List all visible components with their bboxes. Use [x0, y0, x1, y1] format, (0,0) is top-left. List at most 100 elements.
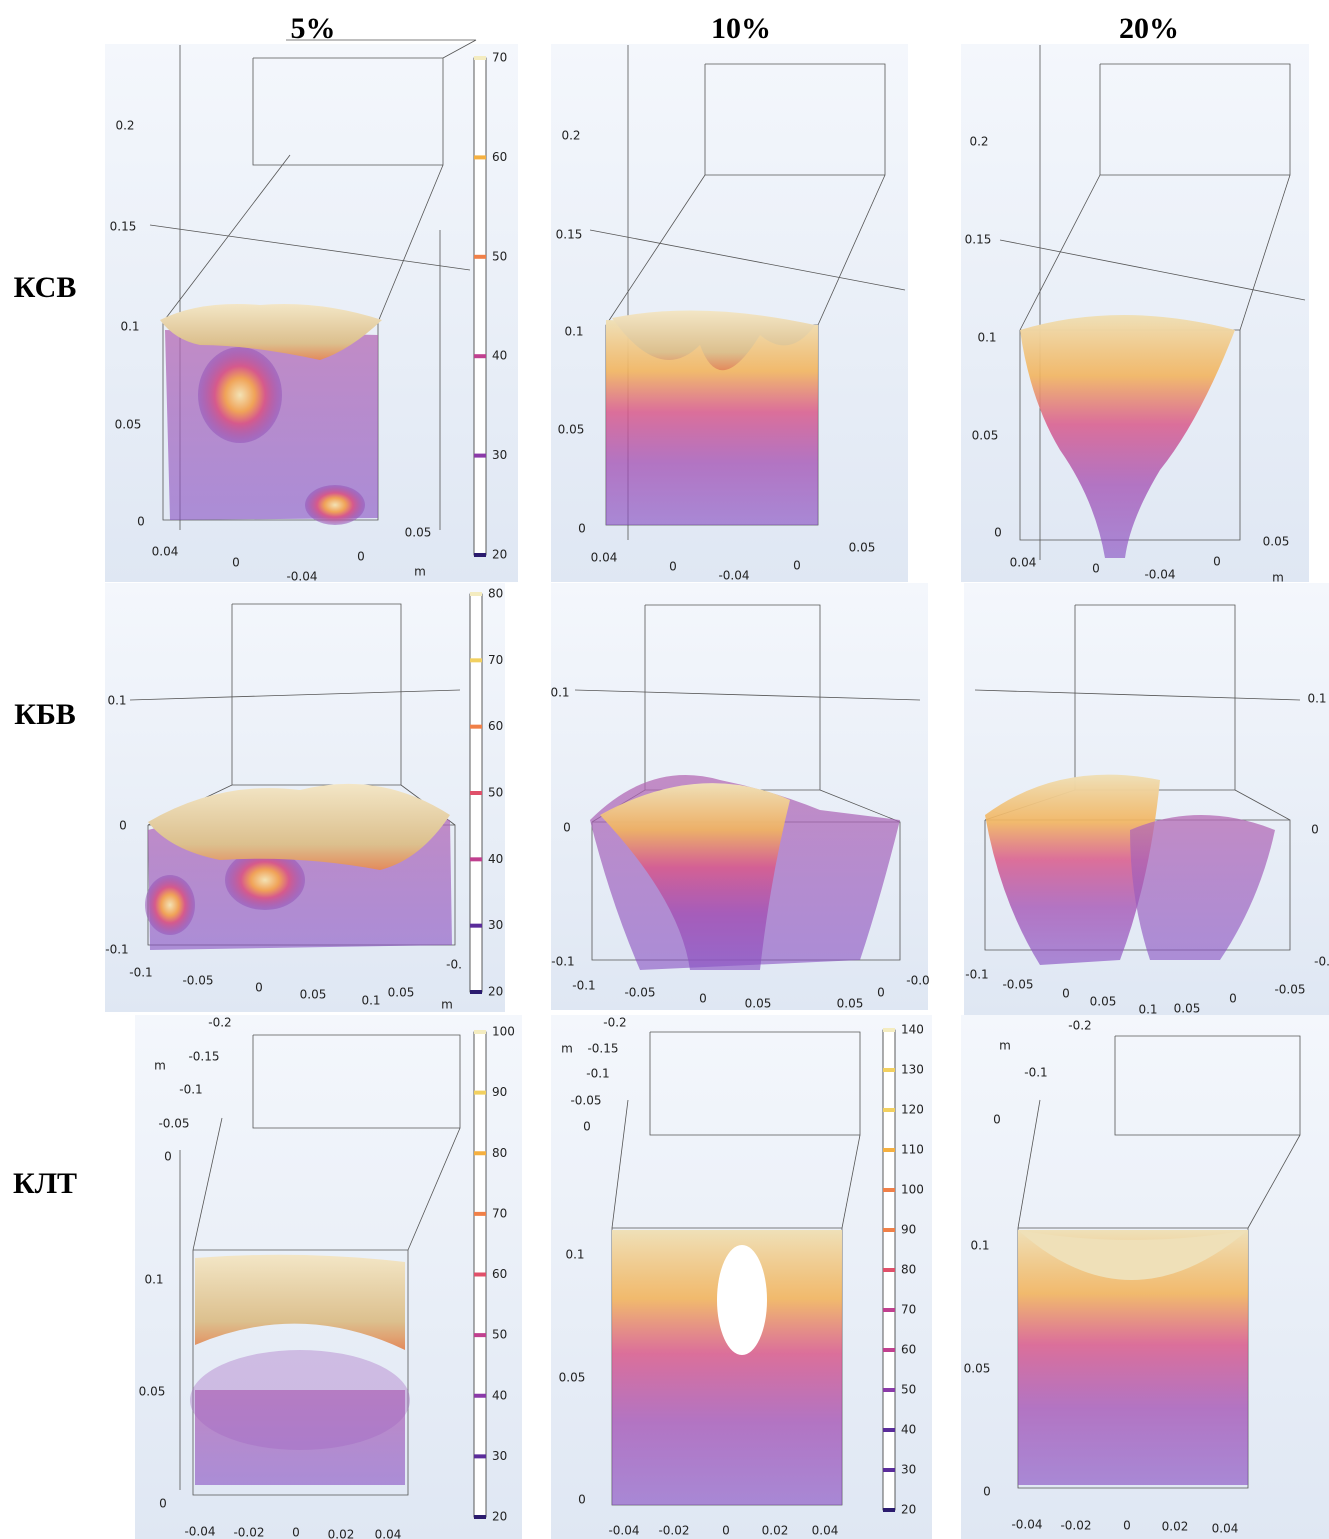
colorbar-tick	[470, 990, 482, 994]
colorbar-tick	[474, 1333, 486, 1338]
axis-label: 0	[164, 1150, 172, 1164]
colorbar-label: 130	[901, 1063, 924, 1077]
axis-label: 0	[1123, 1519, 1131, 1533]
colorbar-label: 70	[492, 51, 507, 65]
colorbar-tick	[474, 1454, 486, 1459]
colorbar-tick	[474, 56, 486, 60]
colorbar-tick	[474, 1151, 486, 1156]
axis-label: 0.05	[972, 429, 999, 443]
axis-label: 0.1	[107, 694, 126, 708]
axis-label: 0	[993, 1113, 1001, 1127]
colorbar-label: 80	[488, 587, 503, 601]
colorbar-tick	[883, 1428, 895, 1432]
axis-label: 0	[1092, 562, 1100, 576]
colorbar-label: 120	[901, 1103, 924, 1117]
axis-label: 0	[292, 1526, 300, 1539]
colorbar-label: 90	[901, 1223, 916, 1237]
colorbar-label: 30	[901, 1463, 916, 1477]
axis-label: 0.05	[849, 541, 876, 555]
colorbar-label: 80	[492, 1146, 507, 1160]
axis-label: m	[414, 565, 426, 579]
colorbar-tick	[883, 1028, 895, 1032]
axis-label: 0.1	[120, 320, 139, 334]
axis-label: m	[154, 1059, 166, 1073]
row-label: КСВ	[14, 271, 77, 304]
axis-label: -0.05	[1002, 978, 1033, 992]
colorbar-tick	[883, 1468, 895, 1472]
axis-label: -0.04	[184, 1525, 215, 1539]
column-header: 20%	[1119, 12, 1179, 45]
colorbar-label: 100	[492, 1025, 515, 1039]
colorbar	[473, 57, 487, 556]
axis-label: 0.1	[977, 331, 996, 345]
column-header: 5%	[291, 12, 336, 45]
axis-label: 0.04	[1010, 556, 1037, 570]
colorbar-label: 20	[901, 1503, 916, 1517]
axis-label: 0.2	[561, 129, 580, 143]
colorbar-label: 20	[492, 548, 507, 562]
colorbar-tick	[470, 658, 482, 663]
colorbar-tick	[883, 1148, 895, 1152]
colorbar-tick	[474, 155, 486, 160]
colorbar-tick	[474, 1393, 486, 1398]
axis-label: m	[999, 1039, 1011, 1053]
axis-label: 0.15	[110, 220, 137, 234]
colorbar-tick	[470, 724, 482, 729]
axis-label: -0.15	[587, 1042, 618, 1056]
colorbar-label: 30	[488, 918, 503, 932]
colorbar-tick	[474, 1030, 486, 1034]
axis-label: -0.02	[233, 1526, 264, 1539]
axis-label: 0	[578, 522, 586, 536]
axis-label: 0	[699, 992, 707, 1006]
axis-label: m	[561, 1042, 573, 1056]
axis-label: 0	[578, 1493, 586, 1507]
axis-label: 0.05	[115, 418, 142, 432]
colorbar-label: 40	[488, 852, 503, 866]
axis-label: 0.05	[139, 1385, 166, 1399]
colorbar-label: 90	[492, 1085, 507, 1099]
axis-label: 0.04	[591, 551, 618, 565]
axis-label: -0.1	[586, 1067, 609, 1081]
axis-label: 0.05	[559, 1371, 586, 1385]
colorbar-tick	[470, 923, 482, 928]
axis-label: 0	[793, 559, 801, 573]
colorbar-tick	[470, 857, 482, 862]
axis-label: 0	[1062, 987, 1070, 1001]
axis-label: 0.04	[152, 545, 179, 559]
axis-label: 0.2	[969, 135, 988, 149]
axis-label: 0.02	[328, 1528, 355, 1539]
colorbar-tick	[883, 1348, 895, 1352]
axis-label: 0.05	[1263, 535, 1290, 549]
colorbar-label: 60	[901, 1343, 916, 1357]
axis-label: 0	[232, 556, 240, 570]
axis-label: -0.1	[1024, 1066, 1047, 1080]
axis-label: -0.1	[179, 1083, 202, 1097]
axis-label: 0.05	[405, 526, 432, 540]
colorbar-label: 60	[492, 1267, 507, 1281]
axis-label: -0.2	[208, 1016, 231, 1030]
colorbar-label: 100	[901, 1183, 924, 1197]
colorbar-tick	[474, 354, 486, 359]
row-label: КЛТ	[13, 1167, 77, 1200]
axis-label: 0.1	[1307, 692, 1326, 706]
colorbar-tick	[474, 1515, 486, 1519]
axis-label: 0	[583, 1120, 591, 1134]
colorbar-label: 140	[901, 1023, 924, 1037]
axis-label: -0.05	[182, 974, 213, 988]
row-label: КБВ	[14, 698, 76, 731]
axis-label: -0.	[1314, 955, 1329, 969]
axis-label: -0.1	[105, 943, 128, 957]
colorbar-tick	[883, 1228, 895, 1232]
colorbar-tick	[883, 1188, 895, 1192]
axis-label: 0.15	[965, 233, 992, 247]
axis-label: -0.0	[906, 974, 929, 988]
axis-label: 0.1	[550, 686, 569, 700]
colorbar-tick	[474, 553, 486, 557]
axis-label: 0.1	[565, 1248, 584, 1262]
axis-label: 0.02	[762, 1524, 789, 1538]
colorbar-tick	[474, 1211, 486, 1216]
axis-label: 0.05	[745, 997, 772, 1011]
colorbar-label: 50	[488, 786, 503, 800]
colorbar-label: 30	[492, 1449, 507, 1463]
